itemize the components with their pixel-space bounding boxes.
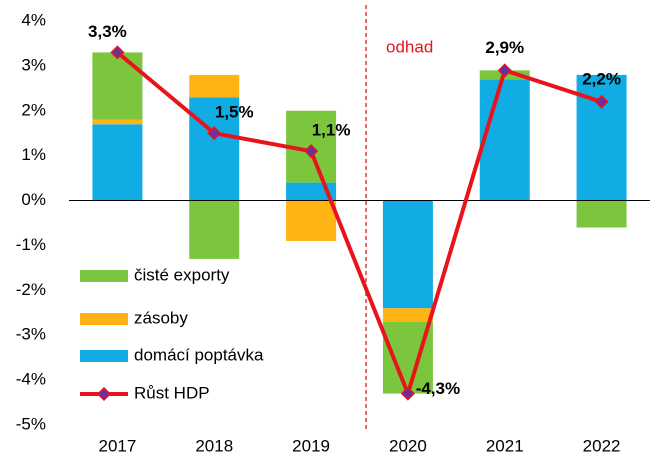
data-label: 1,5% xyxy=(215,103,254,122)
y-tick-label: 0% xyxy=(21,190,46,209)
data-label: 1,1% xyxy=(312,121,351,140)
legend-swatch xyxy=(80,313,128,325)
legend-label: čisté exporty xyxy=(134,265,230,284)
line xyxy=(116,50,603,396)
data-label: 3,3% xyxy=(88,22,127,41)
x-tick-label: 2019 xyxy=(292,436,330,455)
data-label: -4,3% xyxy=(416,379,460,398)
y-tick-label: 4% xyxy=(21,10,46,29)
bar-segment xyxy=(479,79,530,201)
line-marker xyxy=(594,94,609,109)
annotation: odhad xyxy=(386,37,433,56)
line-marker xyxy=(400,386,415,401)
y-tick-label: 1% xyxy=(21,145,46,164)
y-tick-label: -1% xyxy=(16,235,46,254)
data-label: 2,2% xyxy=(582,69,621,88)
bar-segment xyxy=(576,200,627,228)
legend-marker xyxy=(96,386,112,402)
bar-segment xyxy=(92,52,143,120)
x-tick-label: 2020 xyxy=(389,436,427,455)
line-marker xyxy=(304,144,319,159)
y-tick-label: 3% xyxy=(21,55,46,74)
y-tick-label: 2% xyxy=(21,100,46,119)
legend-label: Růst HDP xyxy=(134,383,210,402)
x-tick-label: 2022 xyxy=(583,436,621,455)
x-tick-label: 2021 xyxy=(486,436,524,455)
line-marker xyxy=(207,126,222,141)
legend-swatch xyxy=(80,350,128,362)
x-tick-label: 2018 xyxy=(195,436,233,455)
bar-segment xyxy=(189,200,240,259)
y-tick-label: -4% xyxy=(16,370,46,389)
bar-segment xyxy=(382,200,433,309)
line-marker xyxy=(110,45,125,60)
legend-label: zásoby xyxy=(134,308,188,327)
data-label: 2,9% xyxy=(485,38,524,57)
legend-swatch xyxy=(80,270,128,282)
line-marker xyxy=(497,63,512,78)
bar-segment xyxy=(382,308,433,322)
legend-label: domácí poptávka xyxy=(134,345,264,364)
bar-segment xyxy=(189,97,240,201)
bar-segment xyxy=(286,200,337,241)
bar-segment xyxy=(189,74,240,98)
bar-segment xyxy=(92,119,143,125)
bar-segment xyxy=(92,124,143,201)
y-tick-label: -2% xyxy=(16,280,46,299)
y-tick-label: -3% xyxy=(16,325,46,344)
x-tick-label: 2017 xyxy=(99,436,137,455)
y-tick-label: -5% xyxy=(16,414,46,433)
bar-segment xyxy=(576,74,627,201)
